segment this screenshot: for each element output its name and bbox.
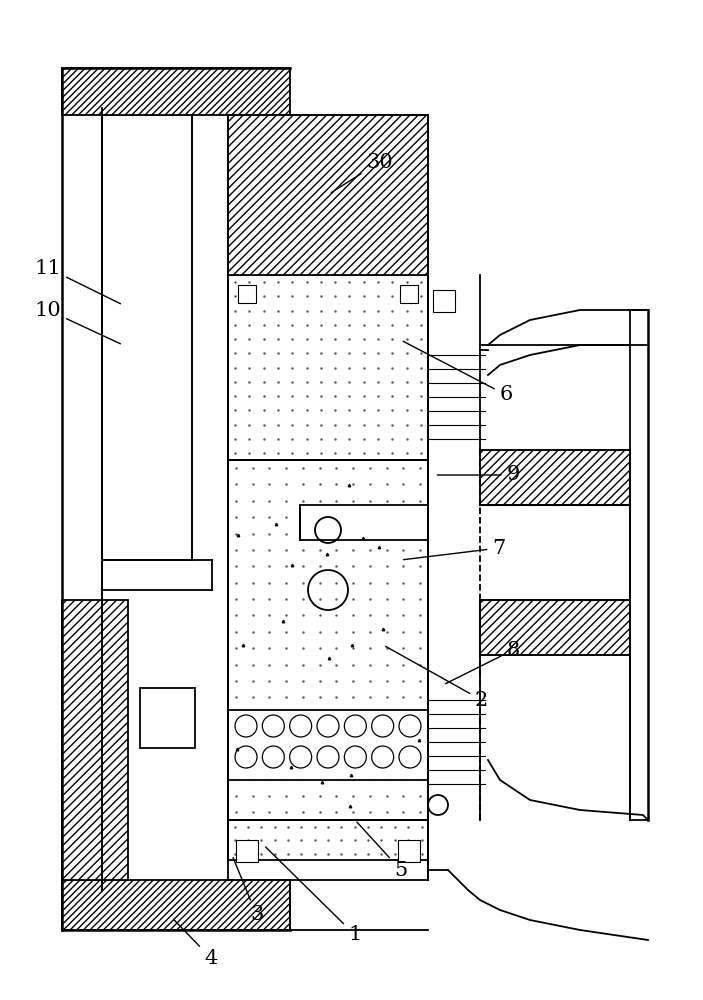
- Bar: [228, 710, 428, 780]
- Text: 10: 10: [34, 300, 120, 344]
- Text: 4: 4: [174, 920, 217, 967]
- Text: 6: 6: [404, 341, 512, 404]
- Text: 3: 3: [233, 858, 264, 924]
- Bar: [433, 290, 455, 312]
- Bar: [140, 688, 195, 748]
- Bar: [228, 275, 428, 460]
- Bar: [480, 450, 630, 505]
- Bar: [300, 505, 428, 540]
- Text: 9: 9: [437, 466, 520, 485]
- Bar: [62, 68, 290, 115]
- Bar: [228, 115, 428, 275]
- Bar: [398, 840, 420, 862]
- Bar: [228, 820, 428, 860]
- Bar: [228, 460, 428, 820]
- Bar: [238, 285, 256, 303]
- Bar: [62, 600, 128, 880]
- Text: 30: 30: [331, 152, 393, 193]
- Bar: [400, 285, 418, 303]
- Bar: [480, 600, 630, 655]
- Text: 8: 8: [446, 641, 520, 684]
- Text: 1: 1: [266, 847, 362, 944]
- Text: 11: 11: [34, 258, 120, 304]
- Text: 2: 2: [385, 646, 488, 710]
- Text: 7: 7: [404, 538, 505, 560]
- Text: 5: 5: [357, 822, 407, 880]
- Bar: [62, 880, 290, 930]
- Bar: [236, 840, 258, 862]
- Bar: [102, 115, 192, 560]
